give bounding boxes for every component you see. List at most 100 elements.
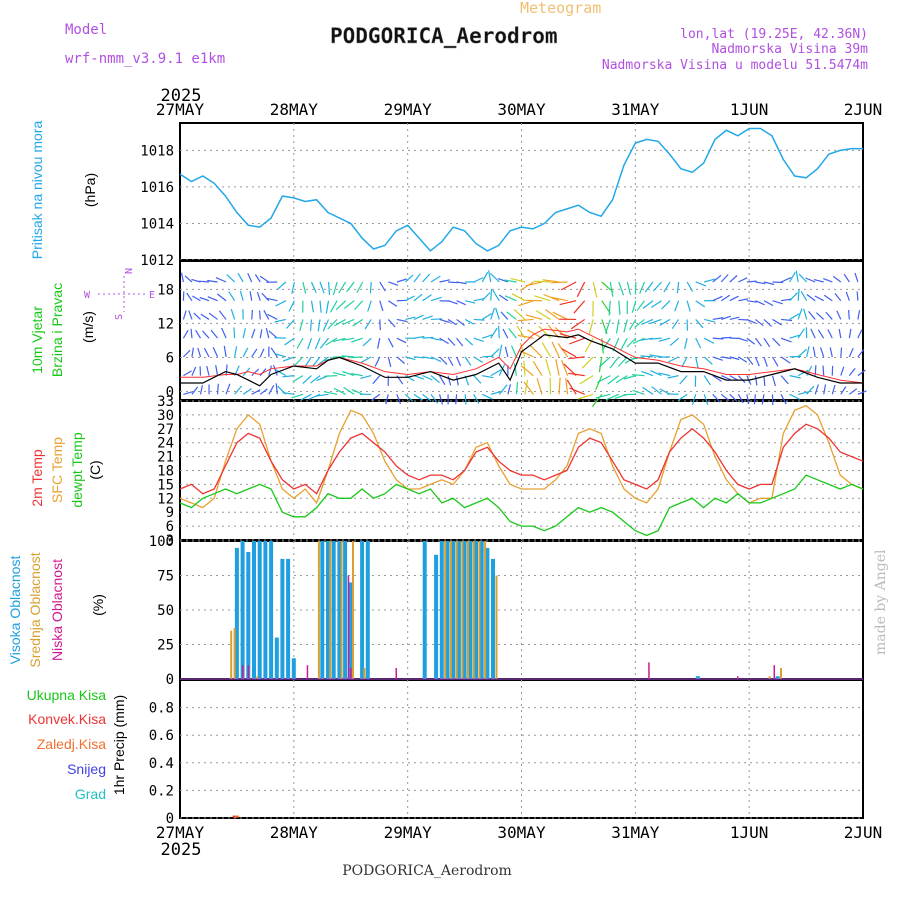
wind-arrow — [729, 295, 739, 302]
high-cloud-bar — [286, 558, 291, 679]
wind-arrow — [845, 291, 850, 301]
wind-arrow — [607, 375, 620, 385]
wind-arrow — [763, 375, 766, 387]
wind-arrow — [618, 281, 625, 296]
wind-arrow — [447, 337, 456, 346]
wind-arrow — [200, 313, 210, 320]
wind-arrow — [387, 300, 398, 307]
wind-arrow — [806, 385, 815, 395]
wind-arrow — [247, 273, 253, 283]
wind-arrow — [671, 319, 680, 330]
wind-arrow — [325, 337, 338, 346]
chart-subtitle: Meteogram — [520, 0, 601, 17]
wind-arrow — [523, 381, 534, 395]
wind-arrow — [738, 356, 748, 363]
wind-arrow — [430, 356, 442, 363]
wind-arrow — [310, 281, 317, 293]
wind-arrow — [617, 356, 628, 367]
wind-arrow — [520, 365, 534, 377]
wind-arrow — [712, 393, 721, 403]
wind-arrow — [343, 386, 355, 395]
wind-arrow — [242, 328, 246, 339]
wind-arrow — [576, 281, 586, 298]
wind-arrow — [695, 300, 706, 308]
wind-arrow — [490, 348, 500, 358]
temperature-ytick-label: 6 — [166, 519, 174, 535]
wind-arrow — [595, 393, 611, 399]
high-cloud-bar — [291, 658, 296, 679]
wind-arrow — [812, 346, 816, 357]
wind-arrow — [608, 300, 611, 316]
pressure-series-line — [179, 127, 863, 252]
wind-arrow — [413, 273, 421, 283]
clouds-ytick-label: 75 — [157, 569, 174, 585]
wind-arrow — [649, 318, 662, 325]
xtick-label-bottom: 27MAY — [156, 823, 205, 842]
wind-arrow — [379, 319, 381, 331]
wind-arrow — [634, 281, 637, 295]
wind-arrow — [329, 300, 338, 313]
low-cloud-bar — [395, 668, 397, 679]
wind-arrow — [259, 388, 268, 395]
wind-arrow — [857, 369, 866, 377]
wind-arrow — [703, 356, 713, 365]
wind-arrow — [720, 393, 730, 402]
wind-arrow — [379, 300, 384, 312]
high-cloud-bar — [280, 558, 285, 679]
wind-arrow — [342, 318, 355, 326]
wind-arrow — [490, 307, 495, 320]
wind-arrow — [439, 279, 451, 283]
wind-arrow — [810, 328, 816, 339]
wind-arrow — [679, 375, 688, 385]
xtick-label-bottom: 31MAY — [611, 823, 660, 842]
wind-arrow — [430, 393, 438, 404]
wind-arrow — [805, 277, 816, 283]
wind-arrow — [351, 337, 363, 343]
xtick-label-top: 1JUN — [730, 100, 769, 119]
mid-cloud-bar — [780, 668, 782, 679]
wind-arrow — [517, 318, 534, 322]
wind-arrow — [640, 355, 654, 358]
wind-arrow — [317, 319, 321, 332]
wind-arrow — [668, 356, 679, 363]
wind-arrow — [404, 393, 414, 402]
wind-arrow — [623, 319, 628, 333]
wind-arrow — [641, 318, 654, 325]
wind-arrow — [840, 386, 847, 395]
high-cloud-bar — [257, 541, 262, 679]
wind-arrow — [239, 290, 244, 301]
wind-arrow — [315, 393, 329, 397]
wind-arrow — [396, 318, 408, 323]
wind-arrow — [631, 300, 637, 313]
wind-arrow — [658, 337, 671, 342]
wind-arrow — [263, 310, 270, 320]
wind-arrow — [823, 384, 827, 395]
wind-arrow — [797, 289, 800, 301]
wind-arrow — [831, 384, 836, 395]
wind-arrow — [755, 281, 766, 285]
wind-arrow — [650, 300, 662, 308]
wind-arrow — [848, 310, 850, 320]
wind-arrow — [620, 337, 628, 350]
wind-arrow — [584, 337, 594, 353]
wind-arrow — [754, 337, 762, 347]
wind-arrow — [191, 386, 199, 395]
wind-arrow — [206, 365, 210, 376]
wind-arrow — [797, 369, 809, 377]
wind-gust-line — [180, 328, 864, 384]
wind-arrow — [430, 296, 442, 302]
footer-station: PODGORICA_Aerodrom — [342, 863, 512, 879]
wind-arrow — [568, 356, 585, 360]
wind-arrow — [216, 383, 219, 395]
high-cloud-bar — [252, 541, 256, 679]
temp-unit: (C) — [87, 460, 103, 479]
wind-arrow — [183, 391, 193, 395]
mid-cloud-bar — [444, 541, 447, 679]
precip-ytick-label: 0.8 — [149, 701, 174, 717]
wind-arrow — [857, 329, 863, 339]
high-cloud-bar — [451, 541, 456, 679]
wind-arrow — [695, 337, 702, 349]
wind-arrow — [598, 356, 611, 368]
wind-arrow — [481, 312, 493, 320]
